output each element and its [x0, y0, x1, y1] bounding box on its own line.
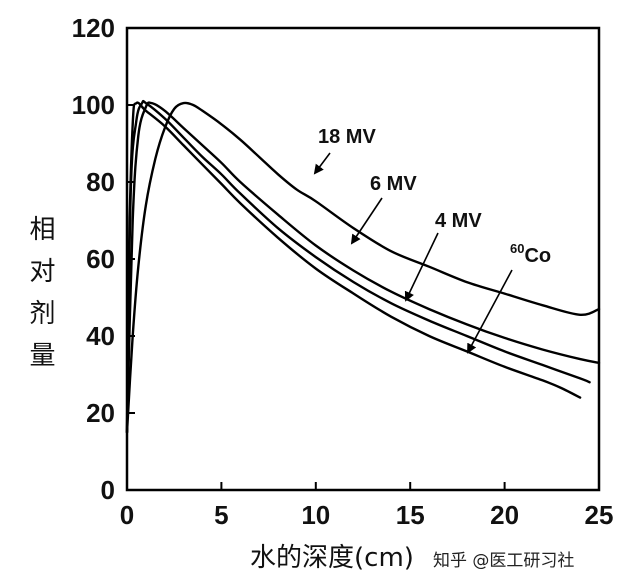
y-tick-label: 120 — [72, 13, 115, 43]
series-line-60co — [125, 101, 582, 434]
annotation-arrow-6-mv — [350, 197, 383, 245]
annotation-arrow-60co — [467, 269, 513, 354]
x-tick-label: 15 — [396, 500, 425, 530]
y-tick-label: 0 — [101, 475, 115, 505]
annotation-label-6-mv: 6 MV — [370, 173, 417, 195]
annotation-superscript: 60 — [510, 241, 524, 256]
y-tick-label: 20 — [86, 398, 115, 428]
y-axis-title: 相对剂量 — [25, 215, 55, 383]
y-tick-label: 100 — [72, 90, 115, 120]
series-annotations: 18 MV 6 MV 4 MV 60Co — [313, 126, 551, 354]
series-line-4-mv — [125, 99, 591, 434]
annotation-label-4-mv: 4 MV — [435, 210, 482, 232]
watermark-text: 知乎 @医工研习社 — [433, 551, 574, 571]
y-tick-label: 40 — [86, 321, 115, 351]
x-tick-label: 20 — [490, 500, 519, 530]
x-tick-label: 25 — [585, 500, 614, 530]
series-lines — [125, 99, 601, 434]
annotation-arrow-4-mv — [404, 232, 439, 302]
annotation-label-60co: 60Co — [510, 241, 551, 267]
y-tick-label: 80 — [86, 167, 115, 197]
annotation-main-text: Co — [524, 245, 551, 267]
series-line-6-mv — [125, 101, 601, 434]
tick-labels: 0 5 10 15 20 25 0 20 40 60 80 100 120 — [72, 13, 614, 530]
series-line-18-mv — [125, 101, 601, 434]
x-tick-label: 10 — [301, 500, 330, 530]
x-axis-title: 水的深度(cm) — [250, 543, 414, 573]
x-tick-label: 5 — [214, 500, 228, 530]
y-tick-label: 60 — [86, 244, 115, 274]
annotation-label-18-mv: 18 MV — [318, 126, 376, 148]
annotation-arrow-18-mv — [313, 152, 331, 175]
x-tick-label: 0 — [120, 500, 134, 530]
